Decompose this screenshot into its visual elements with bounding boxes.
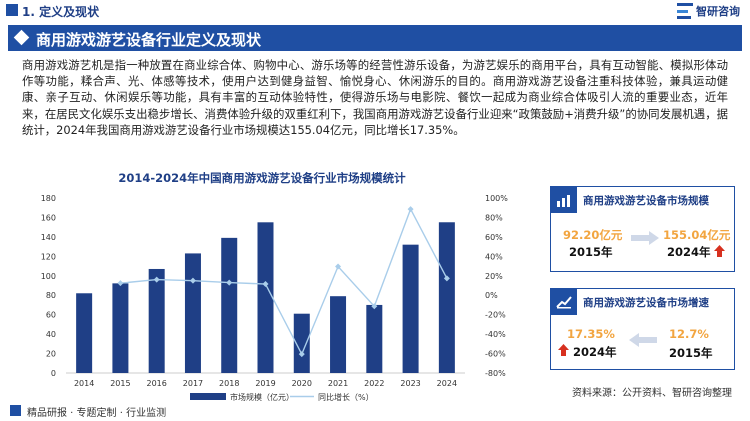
- y-right-tick-label: 0%: [485, 291, 498, 300]
- value-2015: 92.20亿元: [563, 228, 623, 242]
- page-title: 商用游戏游艺设备行业定义及现状: [36, 31, 262, 49]
- x-tick-label: 2017: [183, 379, 203, 388]
- logo-bars-icon: [677, 3, 693, 19]
- chart-title: 2014-2024年中国商用游戏游艺设备行业市场规模统计: [118, 171, 406, 185]
- footer-square-icon: [10, 405, 21, 416]
- year-2015: 2015年: [569, 245, 613, 259]
- bar-2022: [366, 304, 383, 373]
- market-chart: 0 20 40 60 80 100 120 140 160 180 -80% -60% -40% -20%…: [22, 168, 532, 408]
- up-arrow-icon: [714, 245, 725, 257]
- y-right-tick-label: 60%: [485, 233, 503, 242]
- y-left-tick-label: 100: [41, 272, 56, 281]
- x-tick-label: 2022: [364, 379, 384, 388]
- year-2024: 2024年: [667, 245, 711, 259]
- right-arrow-icon: [631, 231, 659, 245]
- growth-point: [335, 263, 342, 270]
- card-title: 商用游戏游艺设备市场增速: [583, 296, 709, 309]
- y-left-tick-label: 40: [46, 330, 56, 339]
- value-2024: 155.04亿元: [663, 228, 731, 242]
- x-tick-label: 2023: [400, 379, 420, 388]
- section-square-icon: [6, 4, 18, 16]
- bar-2016: [148, 268, 165, 373]
- bar-2017: [184, 253, 201, 373]
- x-tick-label: 2020: [292, 379, 312, 388]
- bar-2020: [293, 313, 310, 373]
- bar-2023: [402, 244, 419, 373]
- growth-point: [226, 279, 233, 286]
- bar-chart-icon: [551, 187, 577, 213]
- x-tick-label: 2016: [147, 379, 167, 388]
- x-tick-label: 2024: [437, 379, 457, 388]
- growth-point: [153, 276, 160, 283]
- market-size-card: 商用游戏游艺设备市场规模 92.20亿元 2015年 155.04亿元 2024…: [550, 186, 735, 272]
- y-left-tick-label: 140: [41, 233, 56, 242]
- y-left-tick-label: 20: [46, 350, 56, 359]
- growth-line: [120, 207, 448, 356]
- card-header: 商用游戏游艺设备市场规模: [551, 187, 734, 213]
- y-right-tick-label: -40%: [485, 330, 506, 339]
- left-arrow-icon: [629, 333, 657, 347]
- x-tick-label: 2019: [255, 379, 275, 388]
- growth-point: [407, 206, 414, 213]
- growth-point: [262, 281, 269, 288]
- banner-diamond-icon: [13, 29, 30, 46]
- y-right-tick-label: 20%: [485, 272, 503, 281]
- x-tick-label: 2014: [74, 379, 94, 388]
- y-right-tick-label: 100%: [485, 194, 508, 203]
- legend-bar-label: 市场规模（亿元）: [230, 392, 294, 402]
- up-arrow-icon: [558, 344, 569, 356]
- y-right-tick-label: -20%: [485, 311, 506, 320]
- chart-svg: 0 20 40 60 80 100 120 140 160 180 -80% -60% -40% -20%…: [41, 194, 509, 402]
- bar-2019: [257, 222, 274, 373]
- growth-2015: 12.7%: [669, 327, 709, 341]
- growth-card: 商用游戏游艺设备市场增速 17.35% 2024年 12.7% 2015年: [550, 288, 735, 370]
- y-left-tick-label: 120: [41, 252, 56, 261]
- bar-2015: [112, 283, 129, 373]
- y-right-tick-label: 40%: [485, 252, 503, 261]
- growth-year-2015: 2015年: [669, 346, 713, 360]
- growth-point: [117, 280, 124, 287]
- logo-text: 智研咨询: [696, 5, 740, 18]
- bar-2014: [76, 293, 93, 373]
- growth-point: [189, 277, 196, 284]
- y-left-tick-label: 160: [41, 213, 56, 222]
- y-right-tick-label: -60%: [485, 350, 506, 359]
- y-left-tick-label: 180: [41, 194, 56, 203]
- logo: 智研咨询: [677, 2, 740, 20]
- footer: 精品研报 · 专题定制 · 行业监测: [0, 400, 750, 421]
- intro-paragraph: 商用游戏游艺机是指一种放置在商业综合体、购物中心、游乐场等的经营性游乐设备，为游…: [22, 58, 728, 137]
- growth-year-2024: 2024年: [573, 345, 617, 359]
- source-note: 资料来源：公开资料、智研咨询整理: [572, 388, 732, 399]
- growth-2024: 17.35%: [567, 327, 615, 341]
- trend-up-icon: [551, 289, 577, 315]
- bar-2021: [330, 296, 347, 373]
- x-tick-label: 2018: [219, 379, 239, 388]
- growth-point: [443, 275, 450, 282]
- card-header: 商用游戏游艺设备市场增速: [551, 289, 734, 315]
- y-right-tick-label: -80%: [485, 369, 506, 378]
- x-tick-label: 2021: [328, 379, 348, 388]
- x-tick-label: 2015: [110, 379, 130, 388]
- card-title: 商用游戏游艺设备市场规模: [583, 194, 709, 207]
- y-left-tick-label: 80: [46, 291, 56, 300]
- y-left-tick-label: 0: [51, 369, 56, 378]
- legend-bar-swatch: [190, 393, 226, 400]
- title-banner: 商用游戏游艺设备行业定义及现状: [8, 25, 742, 51]
- top-bar: 1. 定义及现状 智研咨询: [0, 0, 750, 22]
- section-title: 1. 定义及现状: [22, 5, 100, 19]
- legend-line-label: 同比增长（%）: [318, 392, 374, 402]
- growth-point: [371, 303, 378, 310]
- y-right-tick-label: 80%: [485, 213, 503, 222]
- growth-point: [298, 351, 305, 358]
- bar-2018: [221, 237, 238, 373]
- bar-2024: [438, 222, 455, 373]
- y-left-tick-label: 60: [46, 311, 56, 320]
- footer-text: 精品研报 · 专题定制 · 行业监测: [27, 408, 167, 419]
